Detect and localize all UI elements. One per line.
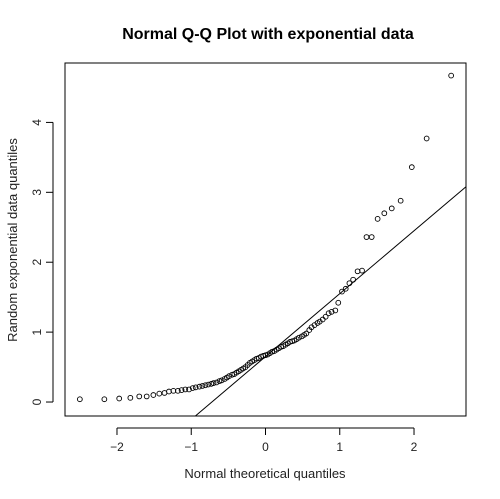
data-point [205,381,212,388]
data-point [296,334,302,341]
plot-frame [64,62,467,417]
data-point [213,379,220,386]
x-tick-label: 0 [262,440,269,454]
data-point [150,392,157,398]
data-point [342,285,349,292]
chart-title: Normal Q-Q Plot with exponential data [122,26,414,43]
data-point [166,388,172,395]
data-point [101,396,108,403]
y-tick-label: 1 [30,328,44,335]
y-tick-label: 3 [30,189,44,196]
x-axis: −2 −1 0 1 2 [110,427,418,454]
data-point [196,383,203,390]
data-point [202,382,209,389]
data-point [218,377,225,384]
data-point [192,384,199,391]
data-point [77,396,83,403]
x-tick-label: −2 [110,440,124,454]
data-point [136,393,143,400]
data-point [397,197,404,204]
data-point [322,313,329,320]
reference-line-group [195,186,467,417]
data-point [178,387,185,393]
data-point [346,280,353,287]
data-point [319,316,326,323]
data-point [339,288,345,295]
data-point [325,310,332,317]
data-point [182,386,189,393]
data-point [374,216,381,222]
x-tick-label: 1 [336,440,343,454]
data-point [189,385,196,391]
data-point [350,276,356,283]
x-tick-label: 2 [411,440,418,454]
data-point [335,299,342,306]
data-point [303,330,310,337]
y-axis-label: Random exponential data quantiles [5,138,20,342]
data-point [368,234,375,240]
data-point [143,393,150,400]
data-point [186,386,192,393]
data-point [127,394,134,401]
data-point [210,380,217,386]
data-point [226,373,232,380]
data-point [354,268,361,275]
reference-line [195,186,467,417]
data-point [448,72,454,79]
data-point [423,135,430,142]
y-tick-label: 2 [30,259,44,266]
x-axis-label: Normal theoretical quantiles [184,466,346,481]
data-point [116,395,123,402]
points-group [77,72,454,403]
data-point [156,390,163,397]
data-point [359,267,365,274]
data-point [363,234,370,240]
y-tick-label: 4 [30,119,44,126]
data-point [175,387,181,394]
y-tick-label: 0 [30,398,44,405]
data-point [332,307,339,314]
data-point [388,205,395,212]
y-axis: 0 1 2 3 4 [30,119,54,405]
data-point [408,164,415,171]
x-tick-label: −1 [184,440,198,454]
data-point [328,308,335,315]
data-point [381,210,388,217]
data-point [199,383,206,389]
